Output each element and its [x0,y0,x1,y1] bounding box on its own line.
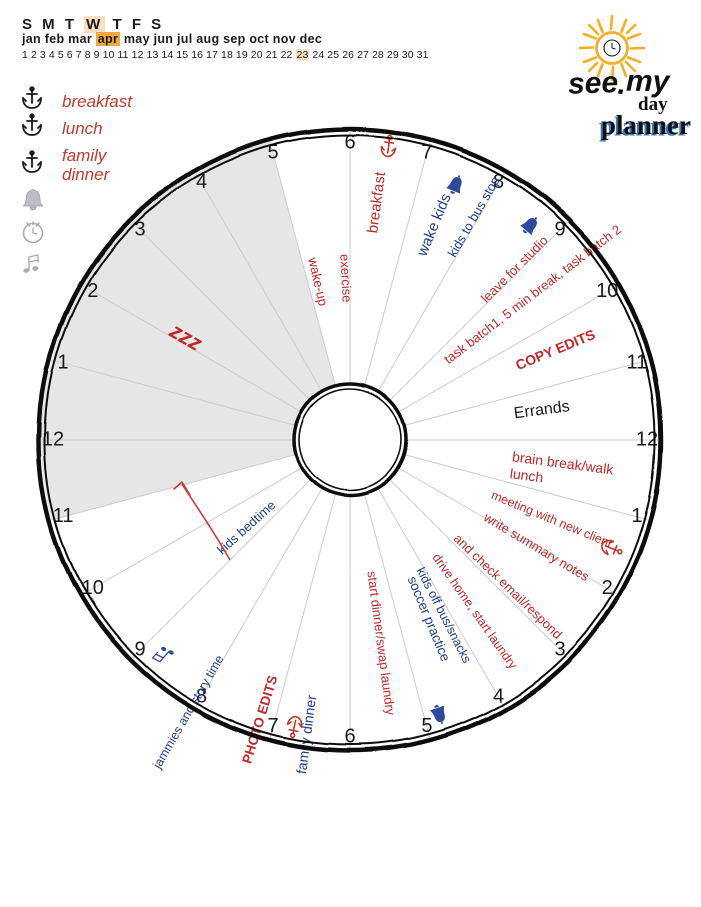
svg-text:exercise: exercise [337,254,355,303]
svg-text:jammies and story time: jammies and story time [150,653,227,772]
svg-text:meeting with new client: meeting with new client [489,488,614,551]
svg-text:Errands: Errands [513,398,571,422]
svg-text:1: 1 [631,505,642,527]
svg-text:start dinner/swap laundry: start dinner/swap laundry [364,570,398,716]
svg-text:breakfast: breakfast [364,170,389,234]
svg-text:2: 2 [602,577,613,599]
svg-text:1: 1 [58,351,69,373]
svg-text:family dinner: family dinner [293,694,319,775]
svg-text:10: 10 [82,577,104,599]
svg-text:COPY EDITS: COPY EDITS [513,326,597,373]
svg-text:lunch: lunch [509,465,544,485]
